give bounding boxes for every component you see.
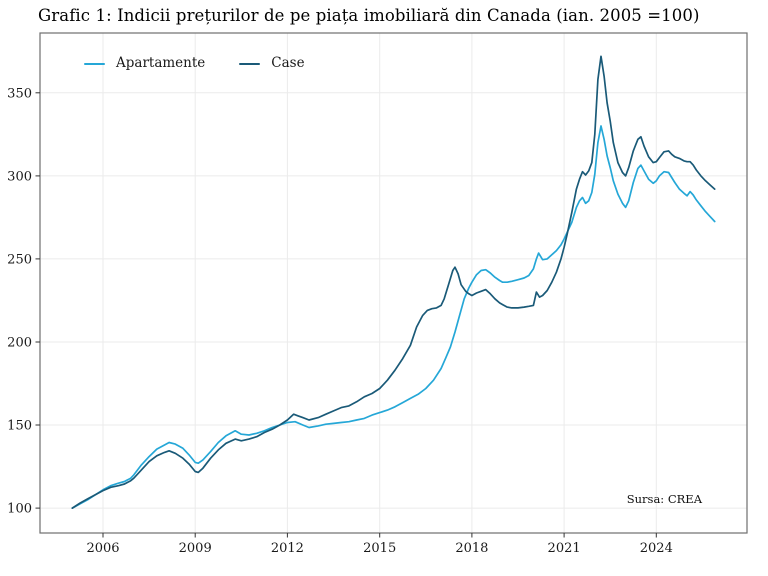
legend: Apartamente Case: [84, 55, 305, 71]
x-tick-label: 2006: [86, 541, 119, 556]
x-tick-label: 2024: [640, 541, 673, 556]
legend-item-apartamente: Apartamente: [84, 55, 206, 71]
case-legend-label: Case: [271, 55, 305, 71]
y-tick-label: 100: [7, 502, 32, 517]
y-tick-label: 150: [7, 419, 32, 434]
x-tick-label: 2009: [179, 541, 212, 556]
y-tick-label: 350: [7, 86, 32, 101]
x-tick-label: 2015: [363, 541, 396, 556]
y-tick-label: 200: [7, 336, 32, 351]
x-tick-label: 2018: [455, 541, 488, 556]
legend-item-case: Case: [239, 55, 305, 71]
panel-background: [40, 33, 747, 533]
chart-title: Grafic 1: Indicii prețurilor de pe piața…: [38, 6, 700, 25]
source-note: Sursa: CREA: [626, 492, 702, 506]
apartamente-line: [71, 125, 716, 509]
y-tick-label: 300: [7, 169, 32, 184]
x-tick-label: 2021: [548, 541, 581, 556]
case-line: [71, 55, 716, 509]
panel-border: [39, 32, 748, 534]
x-tick-label: 2012: [271, 541, 304, 556]
apartamente-legend-swatch: [84, 62, 105, 65]
case-legend-swatch: [239, 62, 261, 65]
apartamente-legend-label: Apartamente: [116, 55, 206, 71]
y-tick-label: 250: [7, 252, 32, 267]
